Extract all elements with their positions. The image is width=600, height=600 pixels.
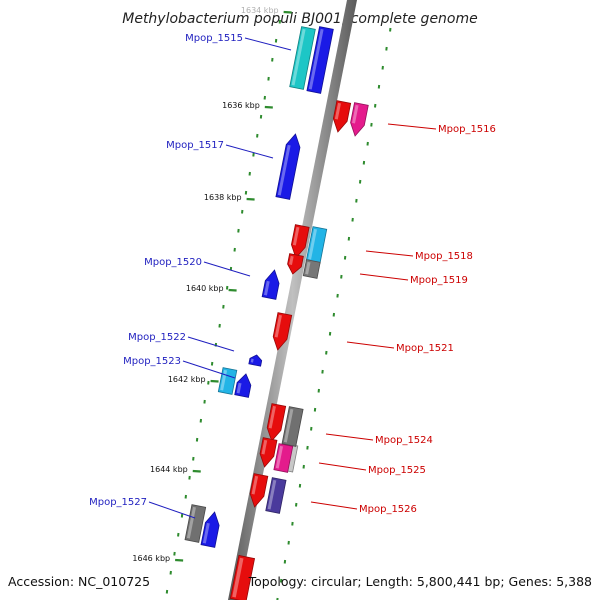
label-mpop-1516-leader [387, 123, 437, 130]
mpop-1523-blue-part-body [234, 373, 252, 398]
label-mpop-1521: Mpop_1521 [396, 343, 454, 354]
tick-mark [175, 558, 184, 562]
mpop-1525-red-part [259, 437, 278, 468]
label-mpop-1524: Mpop_1524 [375, 435, 433, 446]
gene-mpop-1522 [248, 354, 263, 367]
tick-mark [264, 105, 273, 109]
gene-mpop-1527 [184, 504, 207, 543]
gene-mpop-1517-highlight [277, 144, 291, 196]
gene-mpop-1526-highlight [267, 479, 277, 510]
gene-mpop-1519 [302, 259, 321, 279]
gene-mpop-1515-highlight [291, 28, 306, 86]
mpop-1526-red-part-highlight [251, 475, 259, 495]
gene-mpop-1518-highlight [308, 228, 317, 260]
tick-mark [192, 469, 201, 473]
mpop-1523-blue-part-highlight [236, 382, 242, 394]
gene-mpop-1524-highlight [283, 408, 294, 443]
gene-mpop-1520-highlight [263, 280, 270, 296]
gene-mpop-1516 [350, 102, 369, 137]
gene-labels: Mpop_1515 Mpop_1516 Mpop_1517 Mpop_1518 Mpop… [89, 33, 496, 519]
gene-mpop-1519-highlight [305, 261, 311, 275]
feature-1528-red [229, 554, 256, 600]
tick-mark [228, 288, 237, 292]
gene-mpop-1525 [273, 443, 294, 473]
gene-mpop-1521 [272, 312, 293, 351]
mpop-1526-red-part [249, 473, 269, 508]
gene-mpop-1516-highlight [352, 104, 359, 124]
mpop-1519-red-part [287, 253, 304, 275]
tick-label: 1636 kbp [222, 101, 260, 110]
tick-label: 1638 kbp [204, 193, 242, 202]
gene-mpop-1517 [275, 133, 301, 200]
mpop-1516-red-part-highlight [334, 102, 341, 120]
label-mpop-1517-leader [225, 144, 274, 159]
gene-mpop-1518 [305, 226, 328, 264]
tick-label: 1642 kbp [168, 375, 206, 384]
label-mpop-1516: Mpop_1516 [438, 124, 496, 135]
tick-label: 1646 kbp [132, 554, 170, 563]
label-mpop-1527-leader [148, 501, 196, 519]
tick-mark [210, 379, 219, 383]
mpop-1525-red-part-highlight [261, 439, 268, 455]
label-mpop-1524-leader [325, 433, 374, 441]
label-mpop-1518-leader [365, 250, 414, 257]
label-mpop-1520: Mpop_1520 [144, 257, 202, 268]
feature-1514-blue [306, 26, 334, 94]
label-mpop-1522-leader [187, 336, 235, 352]
tick-label: 1640 kbp [186, 284, 224, 293]
tick-mark [246, 197, 255, 201]
gene-mpop-1520 [261, 269, 280, 300]
tick-label: 1644 kbp [150, 465, 188, 474]
gene-mpop-1522-body [248, 354, 263, 367]
tick-mark [283, 10, 292, 14]
mpop-1516-red-part [332, 100, 352, 133]
topology-text: Topology: circular; Length: 5,800,441 bp… [248, 574, 592, 589]
tick-label: 1634 kbp [241, 6, 279, 15]
feature-1514-blue-highlight [308, 28, 324, 90]
mpop-1518-red-part-highlight [292, 226, 300, 246]
scale-ticks: 1634 kbp 1636 kbp 1638 kbp 1640 kbp 1642 kbp… [132, 6, 292, 563]
label-mpop-1515: Mpop_1515 [185, 33, 243, 44]
gene-mpop-1527-highlight [186, 506, 196, 539]
label-mpop-1525-leader [318, 462, 367, 471]
label-mpop-1517: Mpop_1517 [166, 140, 224, 151]
label-mpop-1523: Mpop_1523 [123, 356, 181, 367]
gene-mpop-1523-body [217, 367, 238, 395]
mpop-1527-blue-part [200, 511, 220, 548]
gene-mpop-1522-highlight [250, 358, 254, 363]
label-mpop-1515-leader [244, 37, 292, 51]
label-mpop-1526-leader [310, 501, 358, 510]
mpop-1524-red-part-highlight [268, 405, 276, 429]
mpop-1518-red-part [291, 224, 310, 259]
feature-1528-red-highlight [232, 557, 244, 598]
genes [184, 26, 369, 548]
label-mpop-1520-leader [203, 261, 251, 277]
label-mpop-1522: Mpop_1522 [128, 332, 186, 343]
map-title: Methylobacterium populi BJ001, complete … [122, 11, 478, 27]
genome-backbone [228, 0, 357, 600]
label-mpop-1521-leader [346, 341, 395, 349]
label-mpop-1519-leader [359, 273, 409, 281]
label-mpop-1519: Mpop_1519 [410, 275, 468, 286]
label-mpop-1518: Mpop_1518 [415, 251, 473, 262]
other-features [229, 26, 334, 600]
label-mpop-1526: Mpop_1526 [359, 504, 417, 515]
mpop-1519-red-part-highlight [289, 255, 294, 265]
gene-mpop-1524 [281, 406, 304, 447]
gene-mpop-1523 [217, 367, 238, 395]
label-mpop-1527: Mpop_1527 [89, 497, 147, 508]
accession-text: Accession: NC_010725 [8, 574, 150, 589]
label-mpop-1525: Mpop_1525 [368, 465, 426, 476]
mpop-1523-blue-part [234, 373, 252, 398]
mpop-1527-blue-part-highlight [202, 522, 210, 544]
gene-mpop-1519-body [302, 259, 321, 279]
gene-mpop-1526 [265, 477, 287, 514]
label-mpop-1523-leader [182, 360, 236, 379]
gene-mpop-1525-highlight [275, 445, 284, 469]
gene-mpop-1521-highlight [274, 314, 282, 338]
mpop-1524-red-part [266, 403, 287, 442]
gene-mpop-1515 [289, 26, 316, 90]
